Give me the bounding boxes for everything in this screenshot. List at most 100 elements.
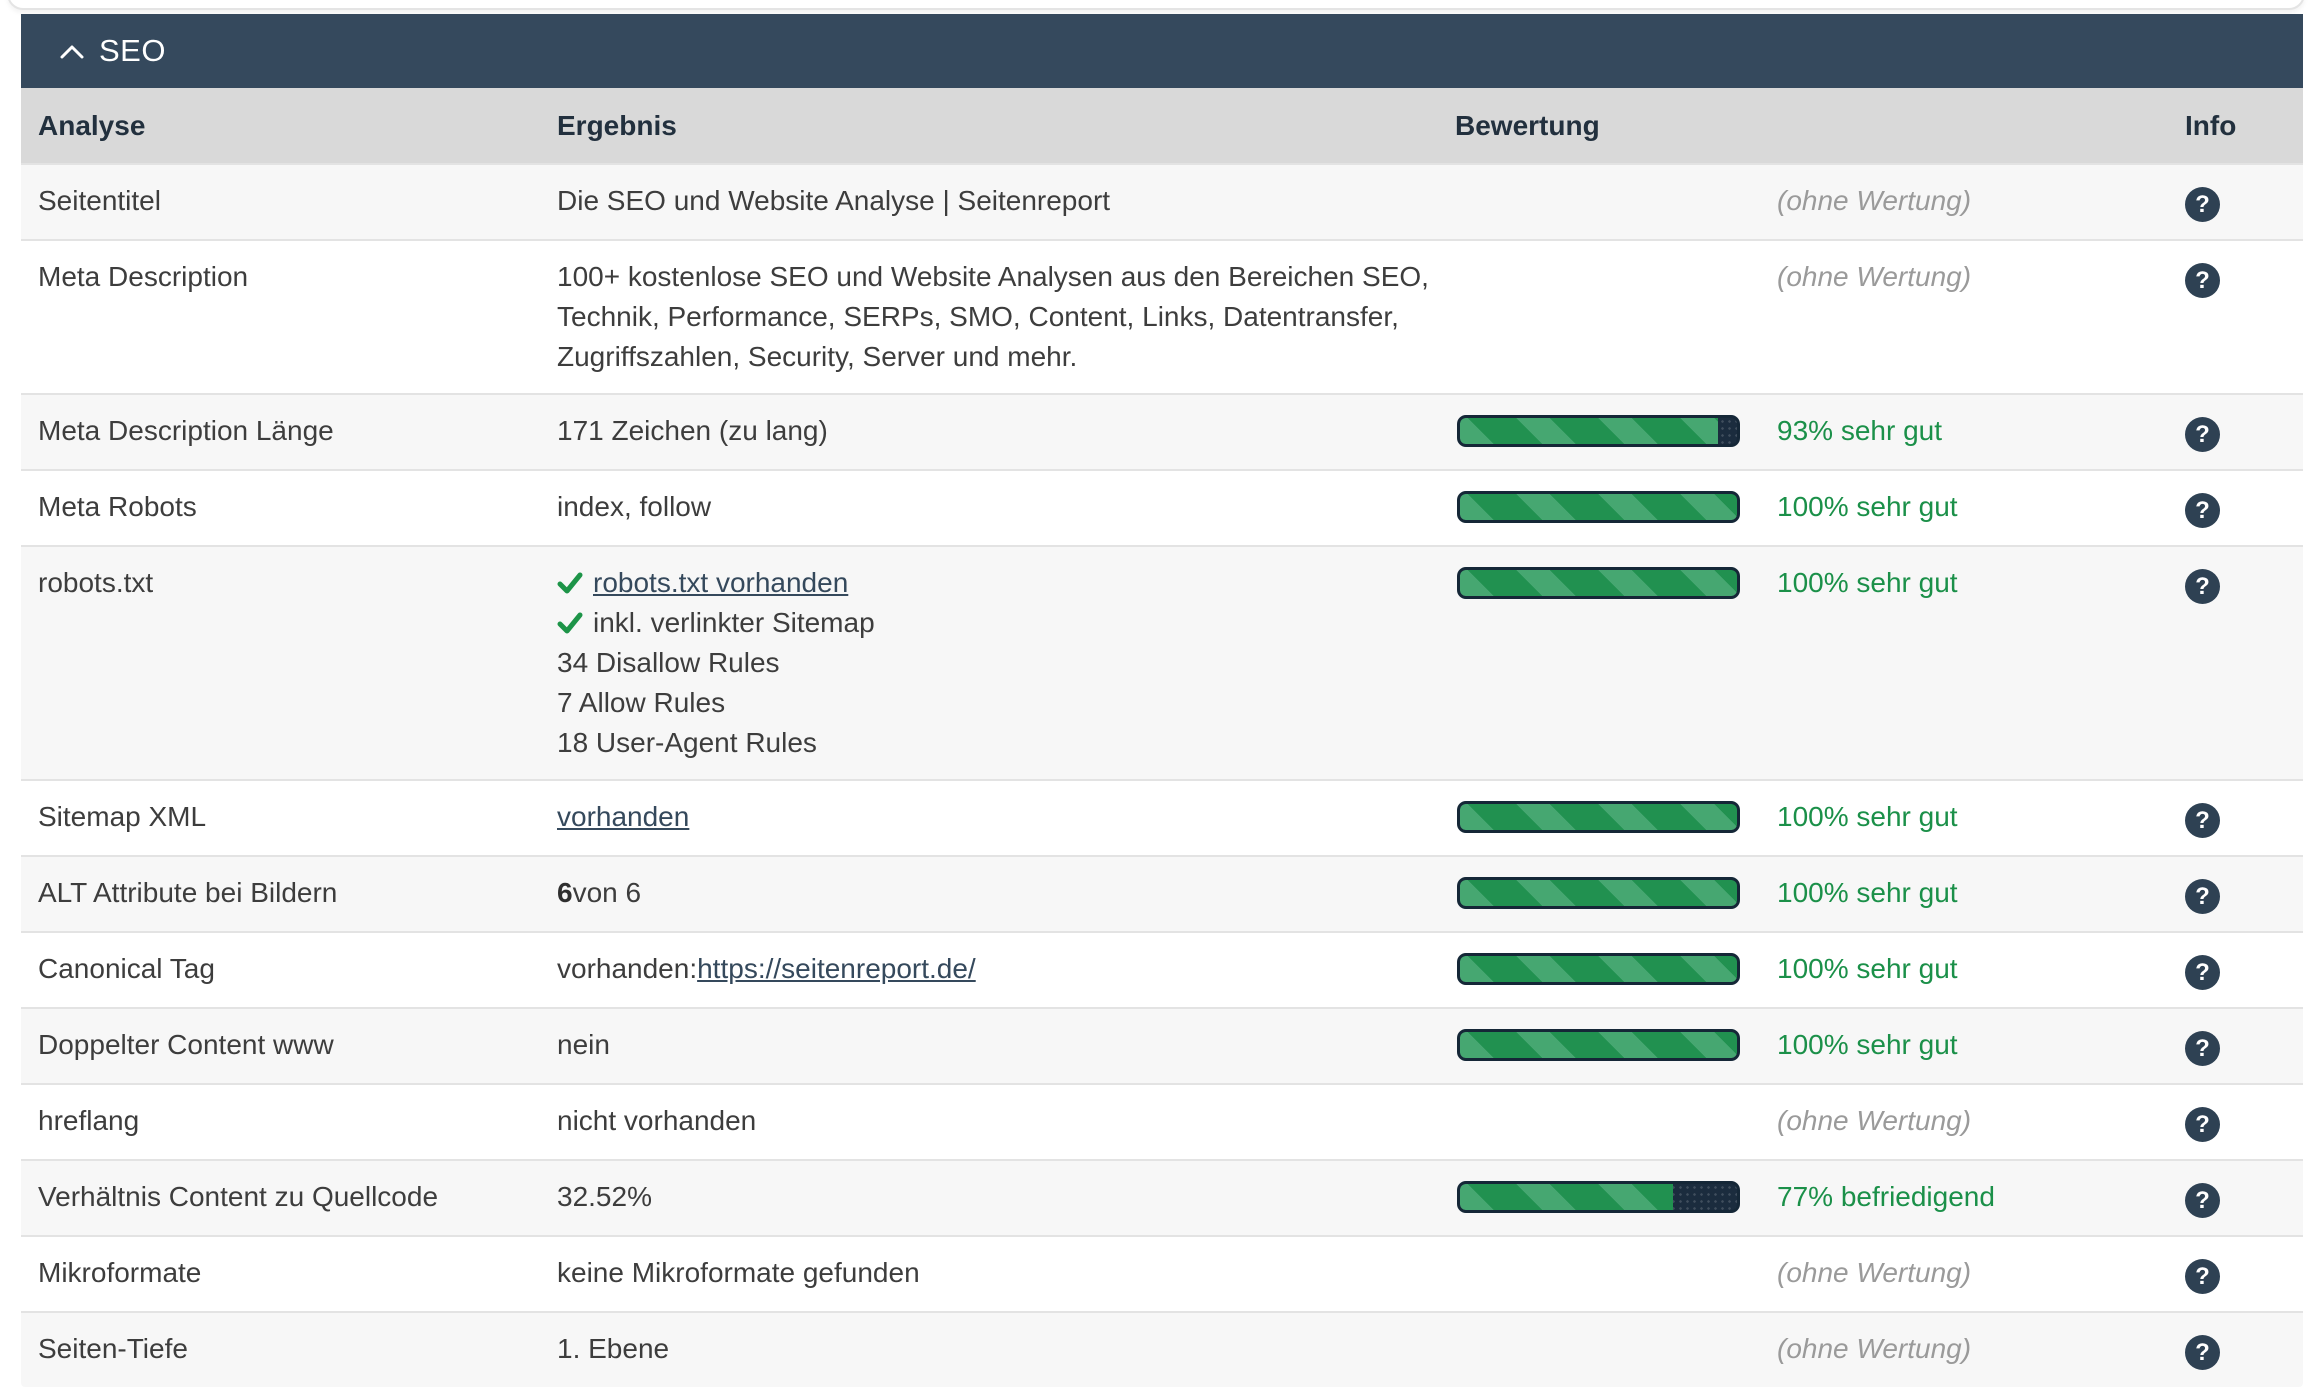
result-line: 100+ kostenlose SEO und Website Analysen… — [557, 261, 1429, 292]
info-cell: ? — [2185, 797, 2303, 839]
rating-text-cell: 100% sehr gut — [1777, 873, 2185, 915]
rating-text-cell: 100% sehr gut — [1777, 797, 2185, 839]
question-mark-icon[interactable]: ? — [2185, 493, 2220, 528]
question-mark-icon[interactable]: ? — [2185, 879, 2220, 914]
result-line: 32.52% — [557, 1181, 652, 1212]
analysis-result: robots.txt vorhanden inkl. verlinkter Sit… — [557, 563, 1455, 763]
analysis-result: 171 Zeichen (zu lang) — [557, 411, 1455, 453]
analysis-name: Meta Description — [38, 261, 249, 292]
analysis-name: Doppelter Content www — [38, 1029, 334, 1060]
question-mark-icon[interactable]: ? — [2185, 187, 2220, 222]
analysis-name: Mikroformate — [38, 1257, 202, 1288]
rating-text-cell: (ohne Wertung) — [1777, 257, 2185, 377]
table-row: ALT Attribute bei Bildern 6 von 6 100% s… — [21, 855, 2303, 931]
rating-progress-bar — [1457, 415, 1740, 447]
analysis-result: vorhanden — [557, 797, 1455, 839]
column-header-analyse: Analyse — [38, 109, 146, 141]
table-row: Meta Description 100+ kostenlose SEO und… — [21, 239, 2303, 393]
rating-text-cell: 100% sehr gut — [1777, 563, 2185, 763]
table-row: Meta Robots index, follow 100% sehr gut … — [21, 469, 2303, 545]
analysis-result: 6 von 6 — [557, 873, 1455, 915]
table-row: Mikroformate keine Mikroformate gefunden… — [21, 1235, 2303, 1311]
question-mark-icon[interactable]: ? — [2185, 803, 2220, 838]
result-line: robots.txt vorhanden — [557, 563, 1455, 603]
result-line: 1. Ebene — [557, 1333, 670, 1364]
no-rating-label: (ohne Wertung) — [1777, 1105, 1972, 1136]
table-row: robots.txt robots.txt vorhanden inkl. ver… — [21, 545, 2303, 779]
result-line: nicht vorhanden — [557, 1105, 757, 1136]
rating-bar-cell — [1455, 1025, 1777, 1067]
result-link[interactable]: vorhanden — [557, 801, 690, 832]
question-mark-icon[interactable]: ? — [2185, 955, 2220, 990]
rating-text-cell: 77% befriedigend — [1777, 1177, 2185, 1219]
analysis-result: Die SEO und Website Analyse | Seitenrepo… — [557, 181, 1455, 223]
rating-value: 77% befriedigend — [1777, 1181, 1995, 1212]
rating-value: 100% sehr gut — [1777, 801, 1958, 832]
analysis-result: keine Mikroformate gefunden — [557, 1253, 1455, 1295]
rating-bar-cell — [1455, 797, 1777, 839]
rating-text-cell: (ohne Wertung) — [1777, 1253, 2185, 1295]
rating-text-cell: 100% sehr gut — [1777, 949, 2185, 991]
question-mark-icon[interactable]: ? — [2185, 1335, 2220, 1370]
analysis-result: nicht vorhanden — [557, 1101, 1455, 1143]
rating-bar-cell — [1455, 1329, 1777, 1371]
column-header-ergebnis: Ergebnis — [557, 109, 677, 141]
analysis-name: Seitentitel — [38, 185, 161, 216]
result-line: 7 Allow Rules — [557, 687, 726, 718]
question-mark-icon[interactable]: ? — [2185, 263, 2220, 298]
rating-value: 93% sehr gut — [1777, 415, 1942, 446]
table-column-header: Analyse Ergebnis Bewertung Info — [21, 88, 2303, 163]
column-header-info: Info — [2185, 109, 2237, 141]
question-mark-icon[interactable]: ? — [2185, 1259, 2220, 1294]
question-mark-icon[interactable]: ? — [2185, 569, 2220, 604]
question-mark-icon[interactable]: ? — [2185, 1183, 2220, 1218]
info-cell: ? — [2185, 1025, 2303, 1067]
table-row: Meta Description Länge 171 Zeichen (zu l… — [21, 393, 2303, 469]
previous-card-bottom-edge — [7, 0, 2305, 10]
result-line: inkl. verlinkter Sitemap — [557, 603, 1455, 643]
result-link[interactable]: robots.txt vorhanden — [593, 567, 849, 598]
column-header-bewertung: Bewertung — [1455, 109, 1600, 141]
rating-value: 100% sehr gut — [1777, 1029, 1958, 1060]
rating-bar-cell — [1455, 487, 1777, 529]
result-line: vorhanden: https://seitenreport.de/ — [557, 949, 1455, 989]
check-icon — [557, 610, 583, 636]
result-line: keine Mikroformate gefunden — [557, 1257, 920, 1288]
no-rating-label: (ohne Wertung) — [1777, 261, 1972, 292]
analysis-result: 100+ kostenlose SEO und Website Analysen… — [557, 257, 1455, 377]
analysis-result: 32.52% — [557, 1177, 1455, 1219]
question-mark-icon[interactable]: ? — [2185, 1031, 2220, 1066]
rating-progress-bar — [1457, 567, 1740, 599]
analysis-name: ALT Attribute bei Bildern — [38, 877, 338, 908]
result-line: Die SEO und Website Analyse | Seitenrepo… — [557, 185, 1111, 216]
info-cell: ? — [2185, 873, 2303, 915]
seo-section-card: SEO Analyse Ergebnis Bewertung Info Seit… — [21, 14, 2303, 1387]
question-mark-icon[interactable]: ? — [2185, 1107, 2220, 1142]
rating-progress-bar — [1457, 801, 1740, 833]
analysis-name: Canonical Tag — [38, 953, 215, 984]
rating-text-cell: 100% sehr gut — [1777, 487, 2185, 529]
analysis-result: 1. Ebene — [557, 1329, 1455, 1371]
result-link[interactable]: https://seitenreport.de/ — [697, 953, 976, 984]
analysis-name: Sitemap XML — [38, 801, 207, 832]
seo-section-header[interactable]: SEO — [21, 14, 2303, 88]
analysis-result: vorhanden: https://seitenreport.de/ — [557, 949, 1455, 991]
chevron-up-icon — [60, 45, 84, 58]
analysis-name: Seiten-Tiefe — [38, 1333, 188, 1364]
rating-bar-cell — [1455, 1253, 1777, 1295]
table-row: Doppelter Content www nein 100% sehr gut… — [21, 1007, 2303, 1083]
question-mark-icon[interactable]: ? — [2185, 417, 2220, 452]
analysis-name: Meta Robots — [38, 491, 197, 522]
rating-value: 100% sehr gut — [1777, 953, 1958, 984]
check-icon — [557, 570, 583, 596]
result-line: index, follow — [557, 491, 712, 522]
table-row: Seitentitel Die SEO und Website Analyse … — [21, 163, 2303, 239]
rating-progress-bar — [1457, 1181, 1740, 1213]
result-line: Zugriffszahlen, Security, Server und meh… — [557, 341, 1078, 372]
rating-text-cell: 93% sehr gut — [1777, 411, 2185, 453]
table-row: Verhältnis Content zu Quellcode 32.52% 7… — [21, 1159, 2303, 1235]
rating-progress-bar — [1457, 1029, 1740, 1061]
table-row: hreflang nicht vorhanden (ohne Wertung) … — [21, 1083, 2303, 1159]
table-body: Seitentitel Die SEO und Website Analyse … — [21, 163, 2303, 1387]
